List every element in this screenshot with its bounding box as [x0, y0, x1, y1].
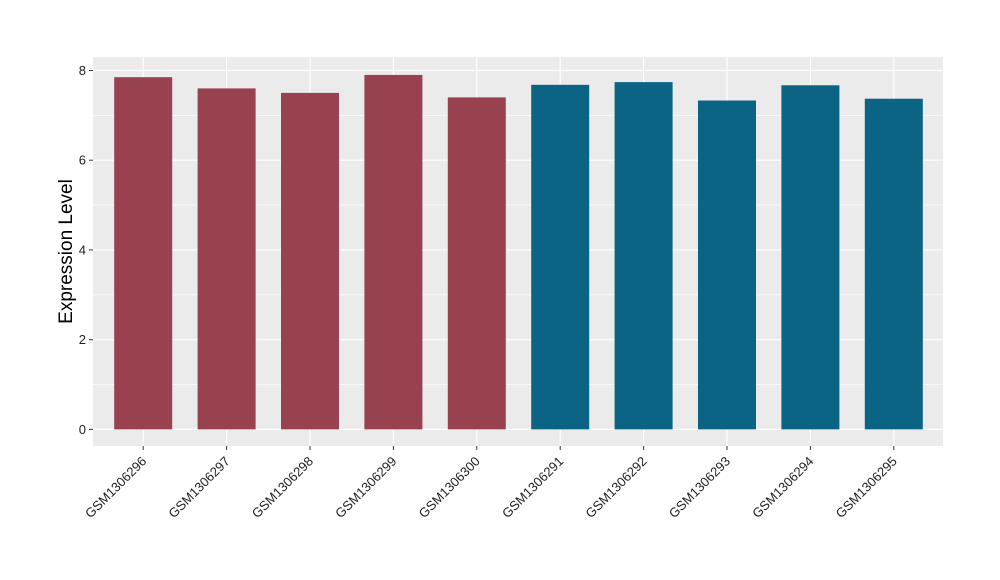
x-tick-label: GSM1306293: [666, 454, 733, 521]
bar-GSM1306292: [614, 82, 673, 430]
bar-GSM1306291: [531, 84, 590, 430]
x-axis: GSM1306296 GSM1306297 GSM1306298 GSM1306299…: [82, 446, 900, 521]
bar-GSM1306294: [781, 85, 840, 430]
bar-GSM1306300: [447, 97, 506, 430]
y-tick-label: 8: [79, 63, 86, 78]
x-tick-label: GSM1306291: [499, 454, 566, 521]
y-tick-label: 4: [79, 242, 86, 257]
bar-GSM1306298: [281, 92, 339, 430]
y-tick-label: 0: [79, 422, 86, 437]
x-tick-label: GSM1306298: [249, 454, 316, 521]
x-tick-label: GSM1306300: [416, 454, 483, 521]
y-tick-label: 6: [79, 153, 86, 168]
y-axis-title: Expression Level: [56, 179, 77, 324]
bar-GSM1306293: [698, 100, 756, 430]
bar-GSM1306297: [197, 88, 256, 430]
bar-GSM1306296: [114, 77, 173, 430]
x-tick-label: GSM1306297: [165, 454, 232, 521]
bar-GSM1306299: [364, 74, 423, 430]
x-tick-label: GSM1306292: [582, 454, 649, 521]
x-tick-label: GSM1306294: [749, 454, 816, 521]
x-tick-label: GSM1306299: [332, 454, 399, 521]
y-axis: 0 2 4 6 8: [79, 63, 93, 437]
x-tick-label: GSM1306296: [82, 454, 149, 521]
y-tick-label: 2: [79, 332, 86, 347]
bar-GSM1306295: [864, 98, 923, 430]
bars: [114, 74, 923, 430]
x-tick-label: GSM1306295: [833, 454, 900, 521]
